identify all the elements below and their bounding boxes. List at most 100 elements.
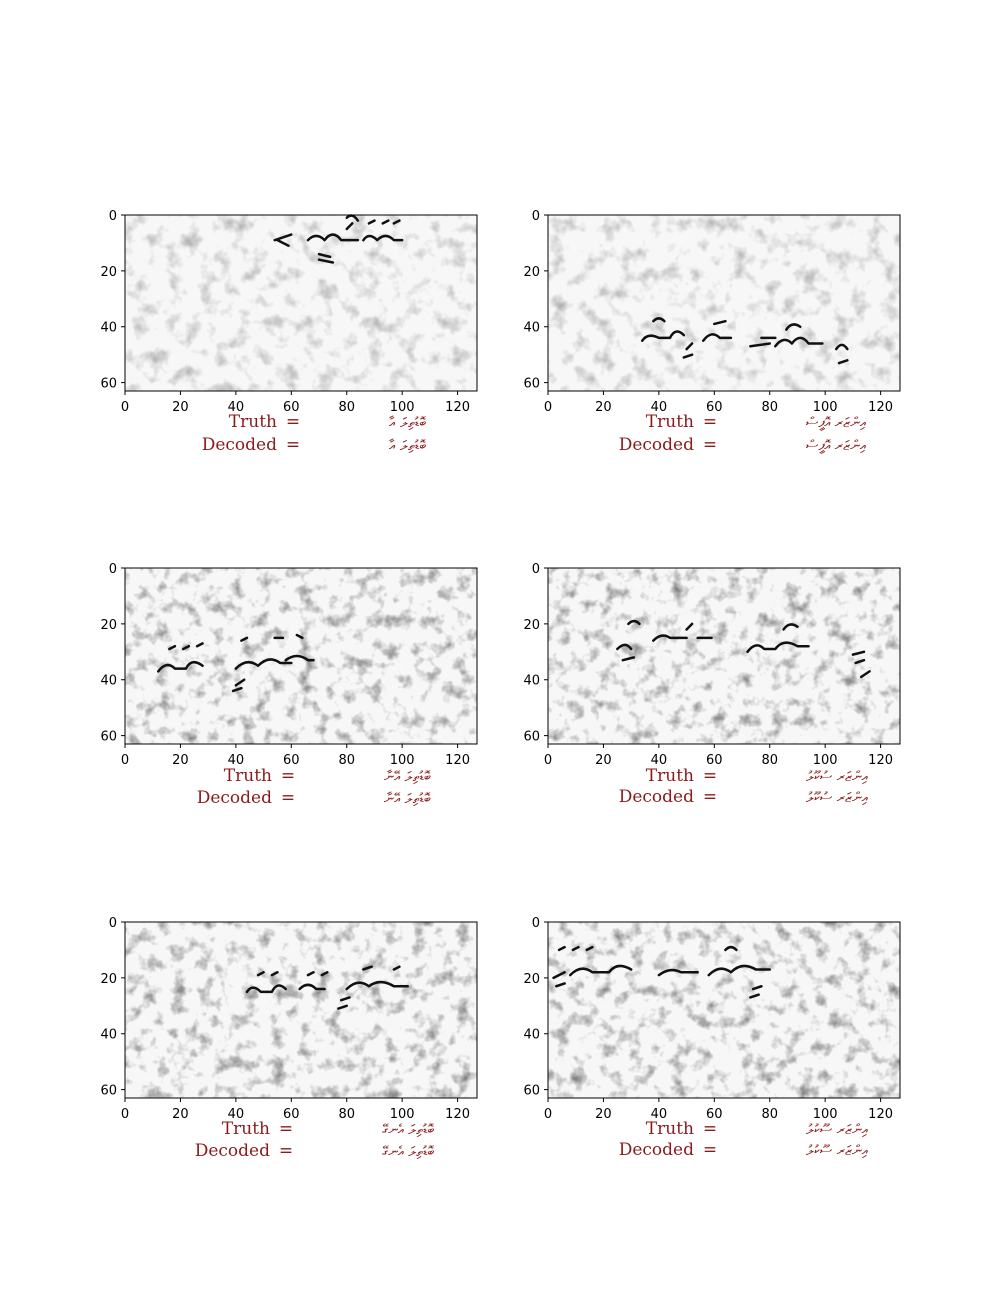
truth-label: Truth <box>224 766 272 786</box>
axes-frame <box>547 567 901 745</box>
ink-stroke <box>627 619 641 626</box>
image-noise <box>548 922 900 1098</box>
decoded-text: އިންޒަރ އޮފީސް <box>806 438 867 454</box>
equals-sign: = <box>703 1140 717 1160</box>
x-tick-label: 120 <box>868 753 893 768</box>
image-noise <box>548 215 900 391</box>
x-tick-label: 100 <box>390 753 415 768</box>
x-tick-label: 60 <box>283 1107 300 1122</box>
x-tick-label: 40 <box>651 1107 668 1122</box>
x-tick-label: 80 <box>761 1107 778 1122</box>
ink-stroke <box>682 342 694 359</box>
ink-stroke <box>367 219 401 225</box>
y-tick-label: 0 <box>109 562 117 577</box>
ink-stroke <box>652 317 666 323</box>
x-tick-label: 80 <box>338 400 355 415</box>
ink-stroke <box>552 971 566 988</box>
x-tick-label: 100 <box>813 1107 838 1122</box>
y-tick-label: 20 <box>100 618 117 633</box>
y-tick-label: 20 <box>100 265 117 280</box>
ink-stroke <box>724 945 738 952</box>
image-noise <box>548 568 900 744</box>
x-tick-label: 0 <box>544 400 552 415</box>
y-tick-label: 20 <box>523 265 540 280</box>
panel-5: 0 20 40 60 80 100 120 0 20 40 60 Truth = ބޮޑުތިލަ އެނ… <box>100 916 478 1161</box>
ink-stroke <box>835 343 849 365</box>
ink-stroke <box>337 996 351 1010</box>
x-tick-label: 80 <box>761 753 778 768</box>
ink-stroke <box>785 323 802 331</box>
y-tick-label: 20 <box>100 972 117 987</box>
ink-stroke <box>851 650 871 679</box>
x-tick-label: 100 <box>813 400 838 415</box>
truth-text: ބޮޑުތިލަ އެނގޭ <box>382 1122 435 1138</box>
image-noise <box>125 215 477 391</box>
truth-text: އިންޒަރ ސުކޫލު <box>806 769 869 785</box>
decoded-label: Decoded <box>202 435 277 455</box>
y-tick-label: 0 <box>532 562 540 577</box>
truth-label: Truth <box>222 1119 270 1139</box>
panel-1: 0 20 40 60 80 100 120 0 20 40 60 Truth = ބޮޑުތިލަ އާ D… <box>100 209 478 455</box>
y-tick-label: 0 <box>532 916 540 931</box>
x-tick-label: 40 <box>651 753 668 768</box>
ink-stroke <box>298 983 326 991</box>
decoded-text: އިންޒަރ ސުކޫލު <box>806 790 869 806</box>
x-tick-label: 0 <box>121 753 129 768</box>
ink-stroke <box>168 642 204 651</box>
ink-stroke <box>557 945 594 952</box>
x-tick-label: 80 <box>338 1107 355 1122</box>
truth-text: ބޮޑުތިލަ އާ <box>389 415 427 431</box>
ink-stroke <box>640 330 686 342</box>
x-tick-label: 60 <box>706 753 723 768</box>
ink-stroke <box>345 214 360 222</box>
equals-sign: = <box>281 788 295 808</box>
ink-stroke <box>652 634 688 642</box>
handwriting-ink <box>640 317 849 365</box>
panel-4: 0 20 40 60 80 100 120 0 20 40 60 Truth = އިންޒަރ ސުކޫ… <box>523 562 901 807</box>
axes-frame <box>124 214 478 392</box>
y-tick-label: 0 <box>109 209 117 224</box>
x-tick-label: 120 <box>868 400 893 415</box>
decoded-text: އިންޒަރ ސޫކުލު <box>806 1143 869 1159</box>
x-tick-label: 40 <box>651 400 668 415</box>
decoded-text: ބޮޑުތިލަ އޭނާ <box>384 791 431 807</box>
equals-sign: = <box>279 1141 293 1161</box>
y-tick-label: 60 <box>523 377 540 392</box>
axes-frame <box>124 567 478 745</box>
equals-sign: = <box>279 1119 293 1139</box>
x-tick-label: 0 <box>544 1107 552 1122</box>
x-tick-label: 20 <box>595 1107 612 1122</box>
axes-frame <box>547 921 901 1099</box>
truth-label: Truth <box>646 412 694 432</box>
handwriting-ink <box>157 633 315 693</box>
y-tick-label: 40 <box>523 321 540 336</box>
x-tick-label: 120 <box>445 753 470 768</box>
x-tick-label: 120 <box>868 1107 893 1122</box>
ink-stroke <box>273 233 293 247</box>
ink-stroke <box>685 622 713 640</box>
x-tick-label: 60 <box>706 1107 723 1122</box>
ink-stroke <box>256 971 279 977</box>
decoded-label: Decoded <box>619 1140 694 1160</box>
decoded-label: Decoded <box>195 1141 270 1161</box>
ink-stroke <box>234 658 293 670</box>
x-tick-label: 60 <box>283 753 300 768</box>
x-tick-label: 0 <box>121 400 129 415</box>
ink-stroke <box>157 660 204 673</box>
ink-stroke <box>345 980 409 991</box>
y-tick-label: 20 <box>523 972 540 987</box>
decoded-label: Decoded <box>619 787 694 807</box>
equals-sign: = <box>281 766 295 786</box>
x-tick-label: 80 <box>338 753 355 768</box>
x-tick-label: 60 <box>283 400 300 415</box>
ink-stroke <box>749 336 777 348</box>
x-tick-label: 40 <box>228 753 245 768</box>
handwriting-ink <box>616 619 871 679</box>
decoded-label: Decoded <box>197 788 272 808</box>
ink-stroke <box>362 965 401 971</box>
ink-stroke <box>317 252 335 264</box>
ink-stroke <box>306 971 329 977</box>
x-tick-label: 120 <box>445 400 470 415</box>
y-tick-label: 40 <box>100 1028 117 1043</box>
